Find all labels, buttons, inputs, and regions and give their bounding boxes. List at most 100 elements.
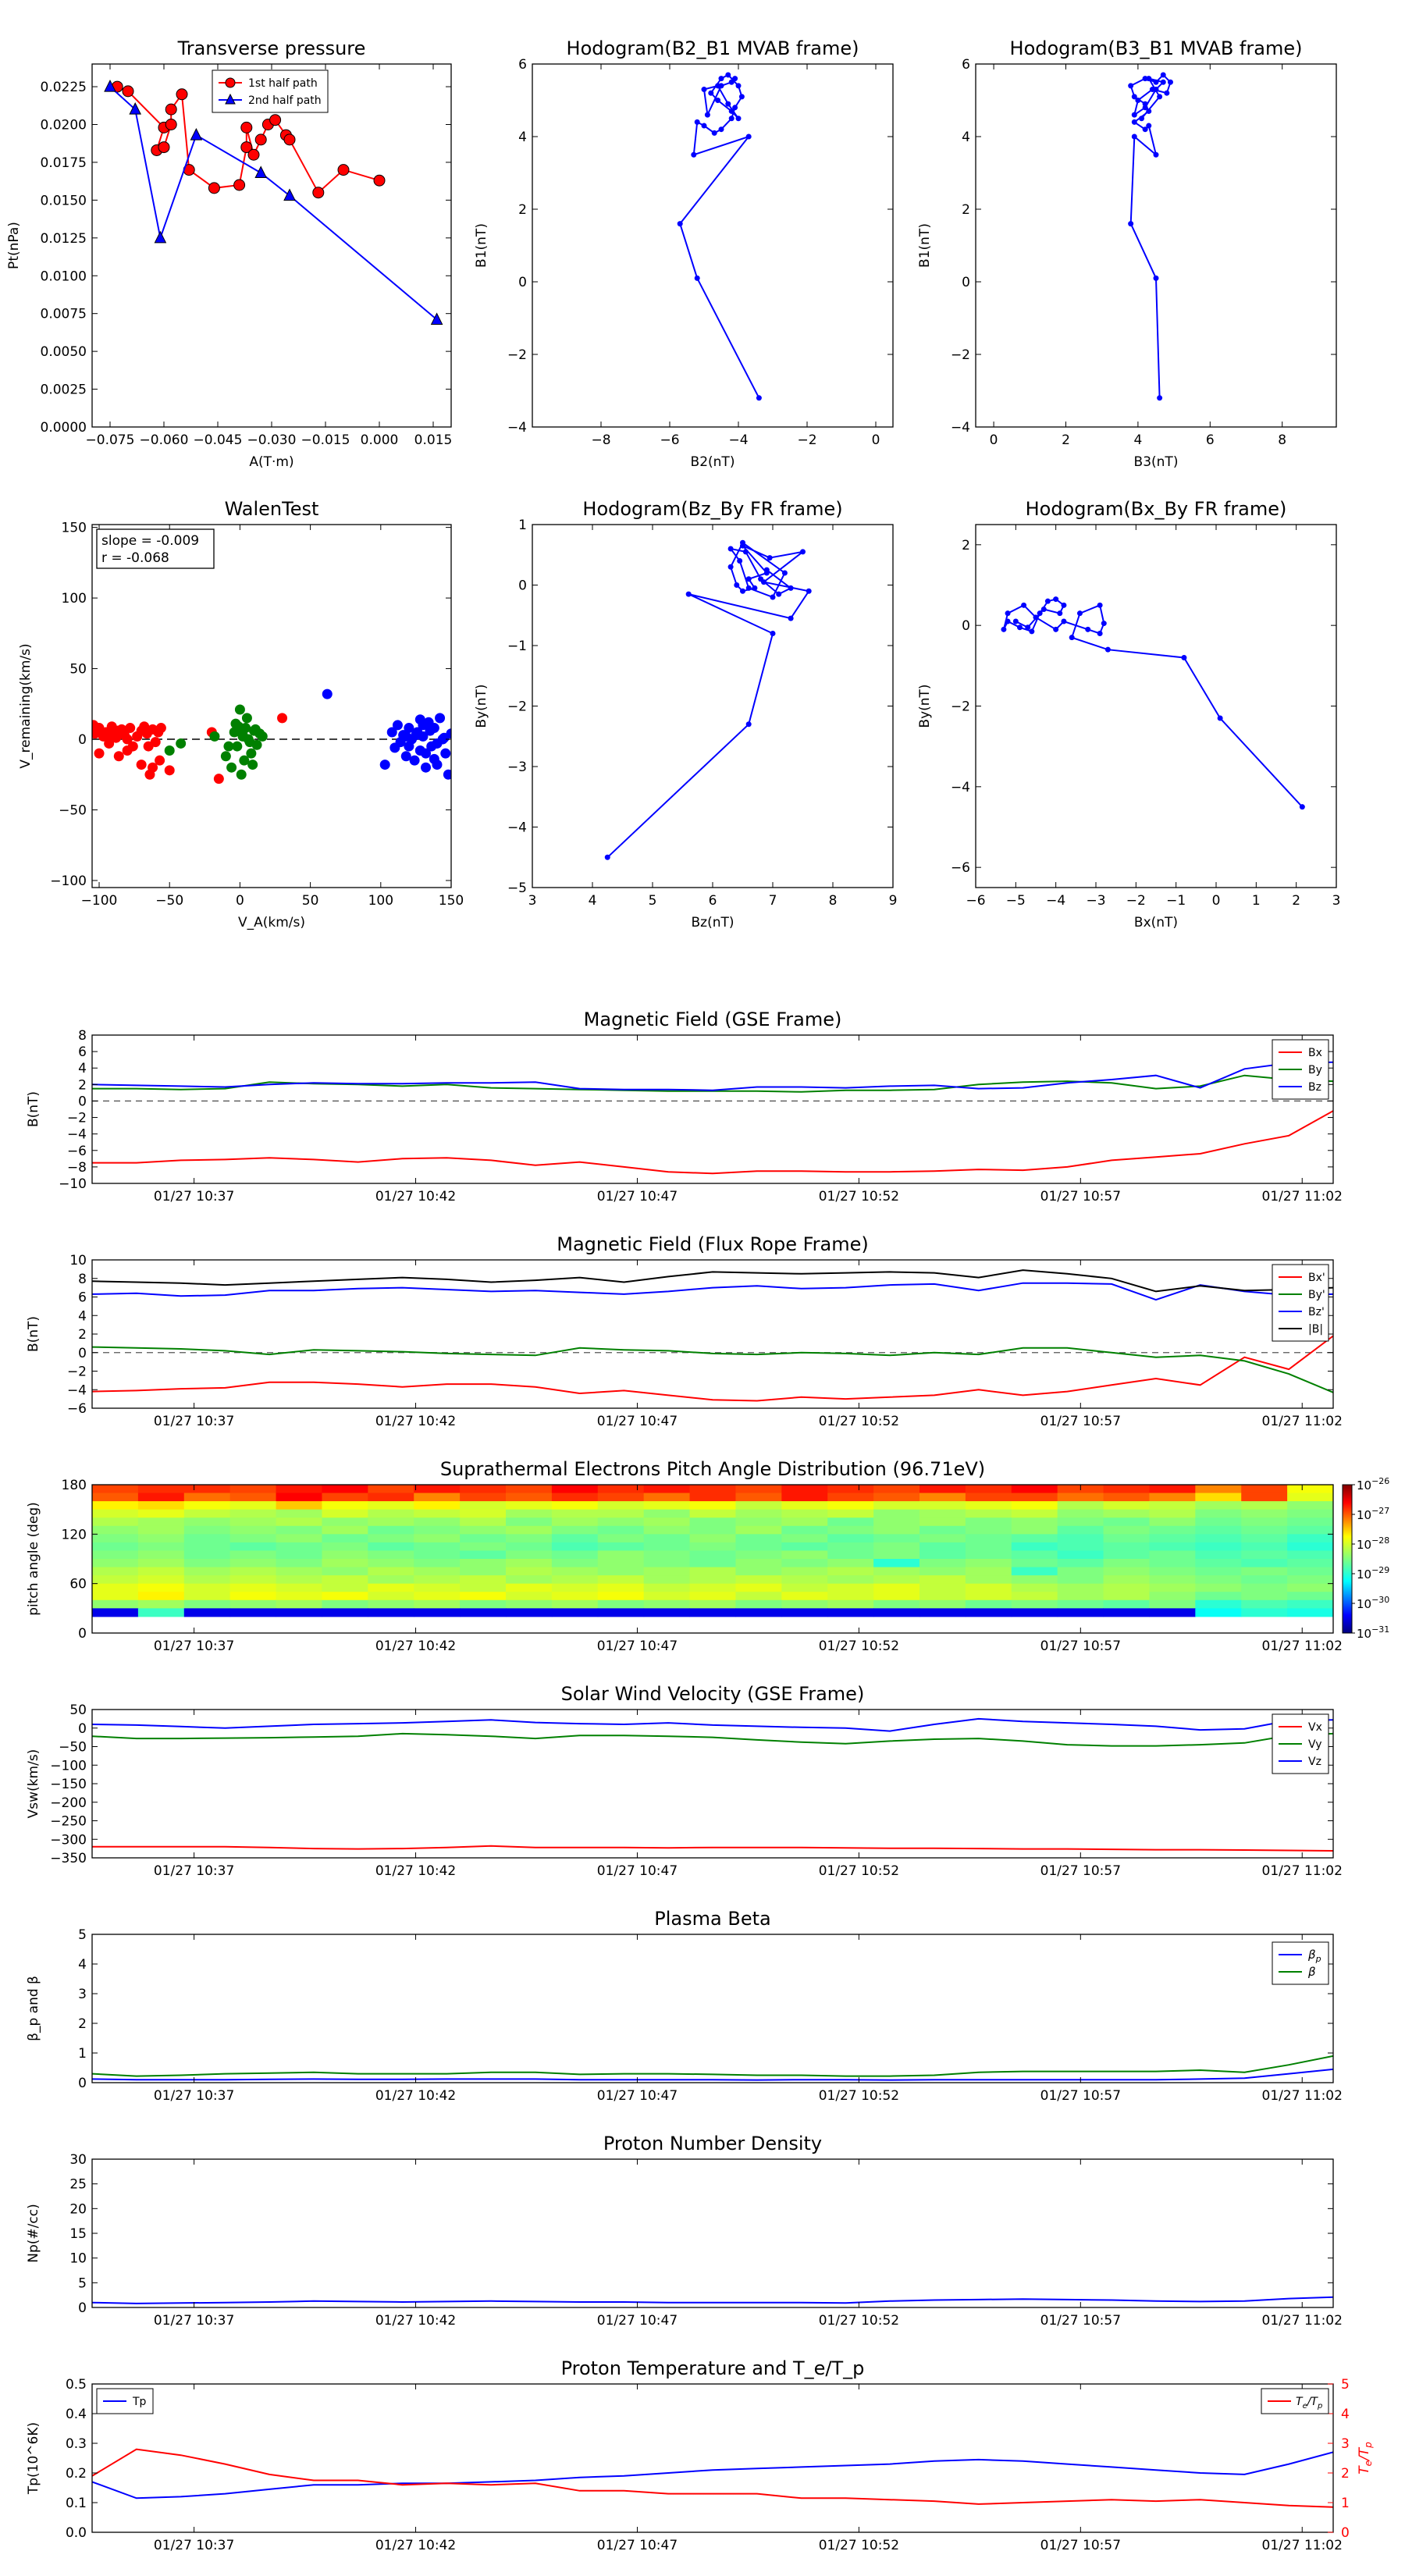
pitch-angle-cell — [827, 1525, 874, 1535]
hodogram-bx-by-ylabel: By(nT) — [917, 684, 933, 728]
pitch-angle-cell — [137, 1583, 185, 1592]
colorbar-exponent: −29 — [1371, 1565, 1389, 1575]
transverse-pressure-marker — [269, 114, 282, 126]
pitch-angle-cell — [137, 1517, 185, 1527]
pitch-angle-cell — [414, 1592, 461, 1601]
hodogram-b2-b1-marker — [732, 105, 738, 111]
walen-test-frame — [91, 524, 452, 888]
hodogram-bz-by-marker — [727, 546, 734, 552]
walen-test-point — [136, 760, 147, 770]
hodogram-b3-b1-marker — [1160, 72, 1166, 78]
pitch-angle-cell — [1103, 1534, 1150, 1543]
legend-transverse-pressure: 1st half path 2nd half path — [212, 69, 329, 113]
solar-wind-ytick-label: −250 — [50, 1814, 87, 1830]
transverse-pressure-ytick-label: 0.0075 — [41, 307, 87, 322]
pitch-angle-cell — [183, 1592, 231, 1601]
walen-test-xtick-label: 100 — [368, 893, 393, 909]
hodogram-bz-by-marker — [734, 582, 740, 588]
pitch-angle-cell — [1103, 1567, 1150, 1576]
hodogram-bx-by-marker — [1069, 635, 1075, 641]
walen-test-point — [250, 724, 261, 735]
solar-wind-xtick-label: 01/27 10:47 — [597, 1863, 678, 1879]
pitch-angle-ytick-label: 0 — [78, 1626, 87, 1642]
pitch-angle-cell — [1287, 1583, 1333, 1592]
proton-temp-xtick-label: 01/27 10:42 — [375, 2538, 456, 2553]
legend-magnetic-field-fr-label: Bz' — [1308, 1306, 1325, 1318]
pitch-angle-cell — [276, 1608, 322, 1617]
magnetic-field-fr-ytick-label: 10 — [69, 1253, 87, 1268]
pitch-angle-cell — [137, 1608, 185, 1617]
proton-density-xtick-label: 01/27 10:47 — [597, 2313, 678, 2329]
hodogram-bx-by-marker — [1016, 624, 1023, 631]
right-ytick-label: 5 — [1341, 2377, 1350, 2393]
pitch-angle-cell — [506, 1525, 553, 1535]
walen-test-point — [404, 741, 414, 752]
pitch-angle-cell — [1241, 1592, 1288, 1601]
colorbar-tick-label: 10−30 — [1357, 1595, 1389, 1611]
pitch-angle-cell — [414, 1559, 461, 1568]
pitch-angle-cell — [276, 1575, 322, 1585]
pitch-angle-cell — [368, 1485, 414, 1494]
pitch-angle-cell — [827, 1583, 874, 1592]
transverse-pressure-ytick-label: 0.0200 — [41, 118, 87, 133]
walen-test-xtick-label: 0 — [236, 893, 244, 909]
pitch-angle-cell — [597, 1567, 645, 1576]
pitch-angle-cell — [368, 1517, 414, 1527]
pitch-angle-cell — [919, 1493, 966, 1502]
magnetic-field-fr-ylabel: B(nT) — [26, 1316, 41, 1352]
magnetic-field-fr-xtick-label: 01/27 11:02 — [1262, 1414, 1343, 1429]
solar-wind-frame — [91, 1709, 1334, 1859]
pitch-angle-cell — [597, 1517, 645, 1527]
hodogram-b2-b1-ytick-label: 6 — [518, 57, 527, 73]
pitch-angle-cell — [322, 1485, 368, 1494]
hodogram-bz-by-marker — [758, 576, 764, 582]
walen-test-point — [400, 751, 411, 762]
pitch-angle-cell — [873, 1550, 920, 1560]
solar-wind-axes: Solar Wind Velocity (GSE Frame) 01/27 10:… — [26, 1683, 1343, 1879]
hodogram-bx-by-marker — [1053, 596, 1059, 603]
pitch-angle-cell — [1195, 1592, 1242, 1601]
hodogram-bz-by-marker — [740, 588, 745, 594]
pitch-angle-cell — [229, 1501, 277, 1510]
magnetic-field-gse-ytick-label: −6 — [67, 1144, 87, 1159]
magnetic-field-fr-ytick-label: 6 — [78, 1290, 87, 1306]
pitch-angle-cell — [1103, 1599, 1150, 1609]
hodogram-b2-b1-ytick-label: 0 — [518, 275, 527, 290]
pitch-angle-cell — [1195, 1509, 1242, 1518]
pitch-angle-cell — [551, 1501, 599, 1510]
magnetic-field-gse-title: Magnetic Field (GSE Frame) — [584, 1009, 842, 1030]
hodogram-bx-by-marker — [1104, 646, 1111, 653]
magnetic-field-gse-ytick-label: −8 — [67, 1160, 87, 1176]
walen-test-point — [113, 751, 124, 762]
transverse-pressure-ytick-label: 0.0025 — [41, 382, 87, 398]
pitch-angle-cell — [781, 1485, 828, 1494]
pitch-angle-cell — [322, 1567, 368, 1576]
hodogram-bz-by-marker — [745, 721, 752, 728]
pitch-angle-cell — [781, 1583, 828, 1592]
pitch-angle-cell — [597, 1559, 645, 1568]
magnetic-field-fr-ytick-label: 8 — [78, 1272, 87, 1287]
hodogram-b3-b1-marker — [1139, 116, 1145, 122]
pitch-angle-cell — [735, 1493, 782, 1502]
plasma-beta-ytick-label: 2 — [78, 2016, 87, 2032]
transverse-pressure-marker — [240, 141, 253, 154]
pitch-angle-cell — [551, 1542, 599, 1551]
legend-magnetic-field-gse-label: Bx — [1308, 1047, 1322, 1059]
magnetic-field-gse-xtick-label: 01/27 10:52 — [819, 1189, 899, 1204]
pitch-angle-cell — [1149, 1583, 1196, 1592]
solar-wind-series-Vz-line — [92, 1717, 1333, 1732]
pitch-angle-cell — [183, 1534, 231, 1543]
solar-wind-series-Vy-line — [92, 1732, 1333, 1747]
right-ytick-label: 0 — [1341, 2525, 1350, 2541]
pitch-angle-cell — [781, 1509, 828, 1518]
walen-test-ylabel: V_remaining(km/s) — [18, 643, 34, 768]
pitch-angle-cell — [276, 1485, 322, 1494]
walen-test-point — [400, 731, 411, 742]
plasma-beta-title: Plasma Beta — [654, 1908, 770, 1930]
pitch-angle-cell — [229, 1517, 277, 1527]
pitch-angle-cell — [368, 1493, 414, 1502]
walen-annotation-box — [96, 528, 215, 569]
pitch-angle-cell — [1011, 1575, 1058, 1585]
hodogram-bz-by-marker — [770, 594, 776, 600]
pitch-angle-cell — [735, 1485, 782, 1494]
